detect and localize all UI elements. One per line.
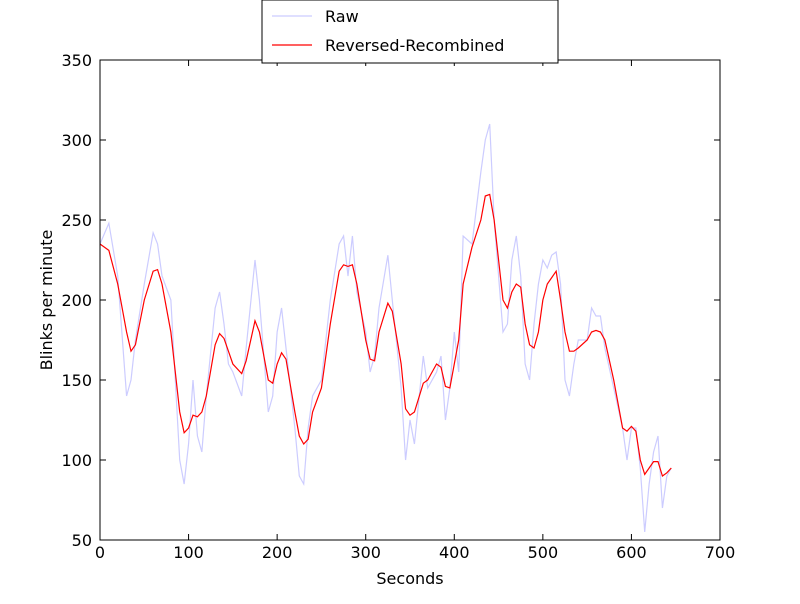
y-tick-label: 100 [61,451,92,470]
y-tick-label: 200 [61,291,92,310]
x-axis-label: Seconds [376,569,443,588]
x-tick-label: 600 [616,543,647,562]
x-tick-label: 500 [528,543,559,562]
x-tick-label: 300 [350,543,381,562]
x-tick-label: 400 [439,543,470,562]
plot-frame [99,59,721,541]
legend-label: Reversed-Recombined [325,36,504,55]
y-tick-label: 150 [61,371,92,390]
series-line [99,193,672,477]
x-tick-label: 100 [173,543,204,562]
y-tick-label: 250 [61,211,92,230]
y-tick-label: 300 [61,131,92,150]
legend-label: Raw [325,7,359,26]
y-tick-label: 350 [61,51,92,70]
y-axis-label: Blinks per minute [37,230,56,371]
x-tick-label: 700 [705,543,736,562]
y-tick-label: 50 [72,531,92,550]
x-tick-label: 0 [95,543,105,562]
legend-box [261,0,559,64]
series-line [99,123,672,533]
x-tick-label: 200 [262,543,293,562]
